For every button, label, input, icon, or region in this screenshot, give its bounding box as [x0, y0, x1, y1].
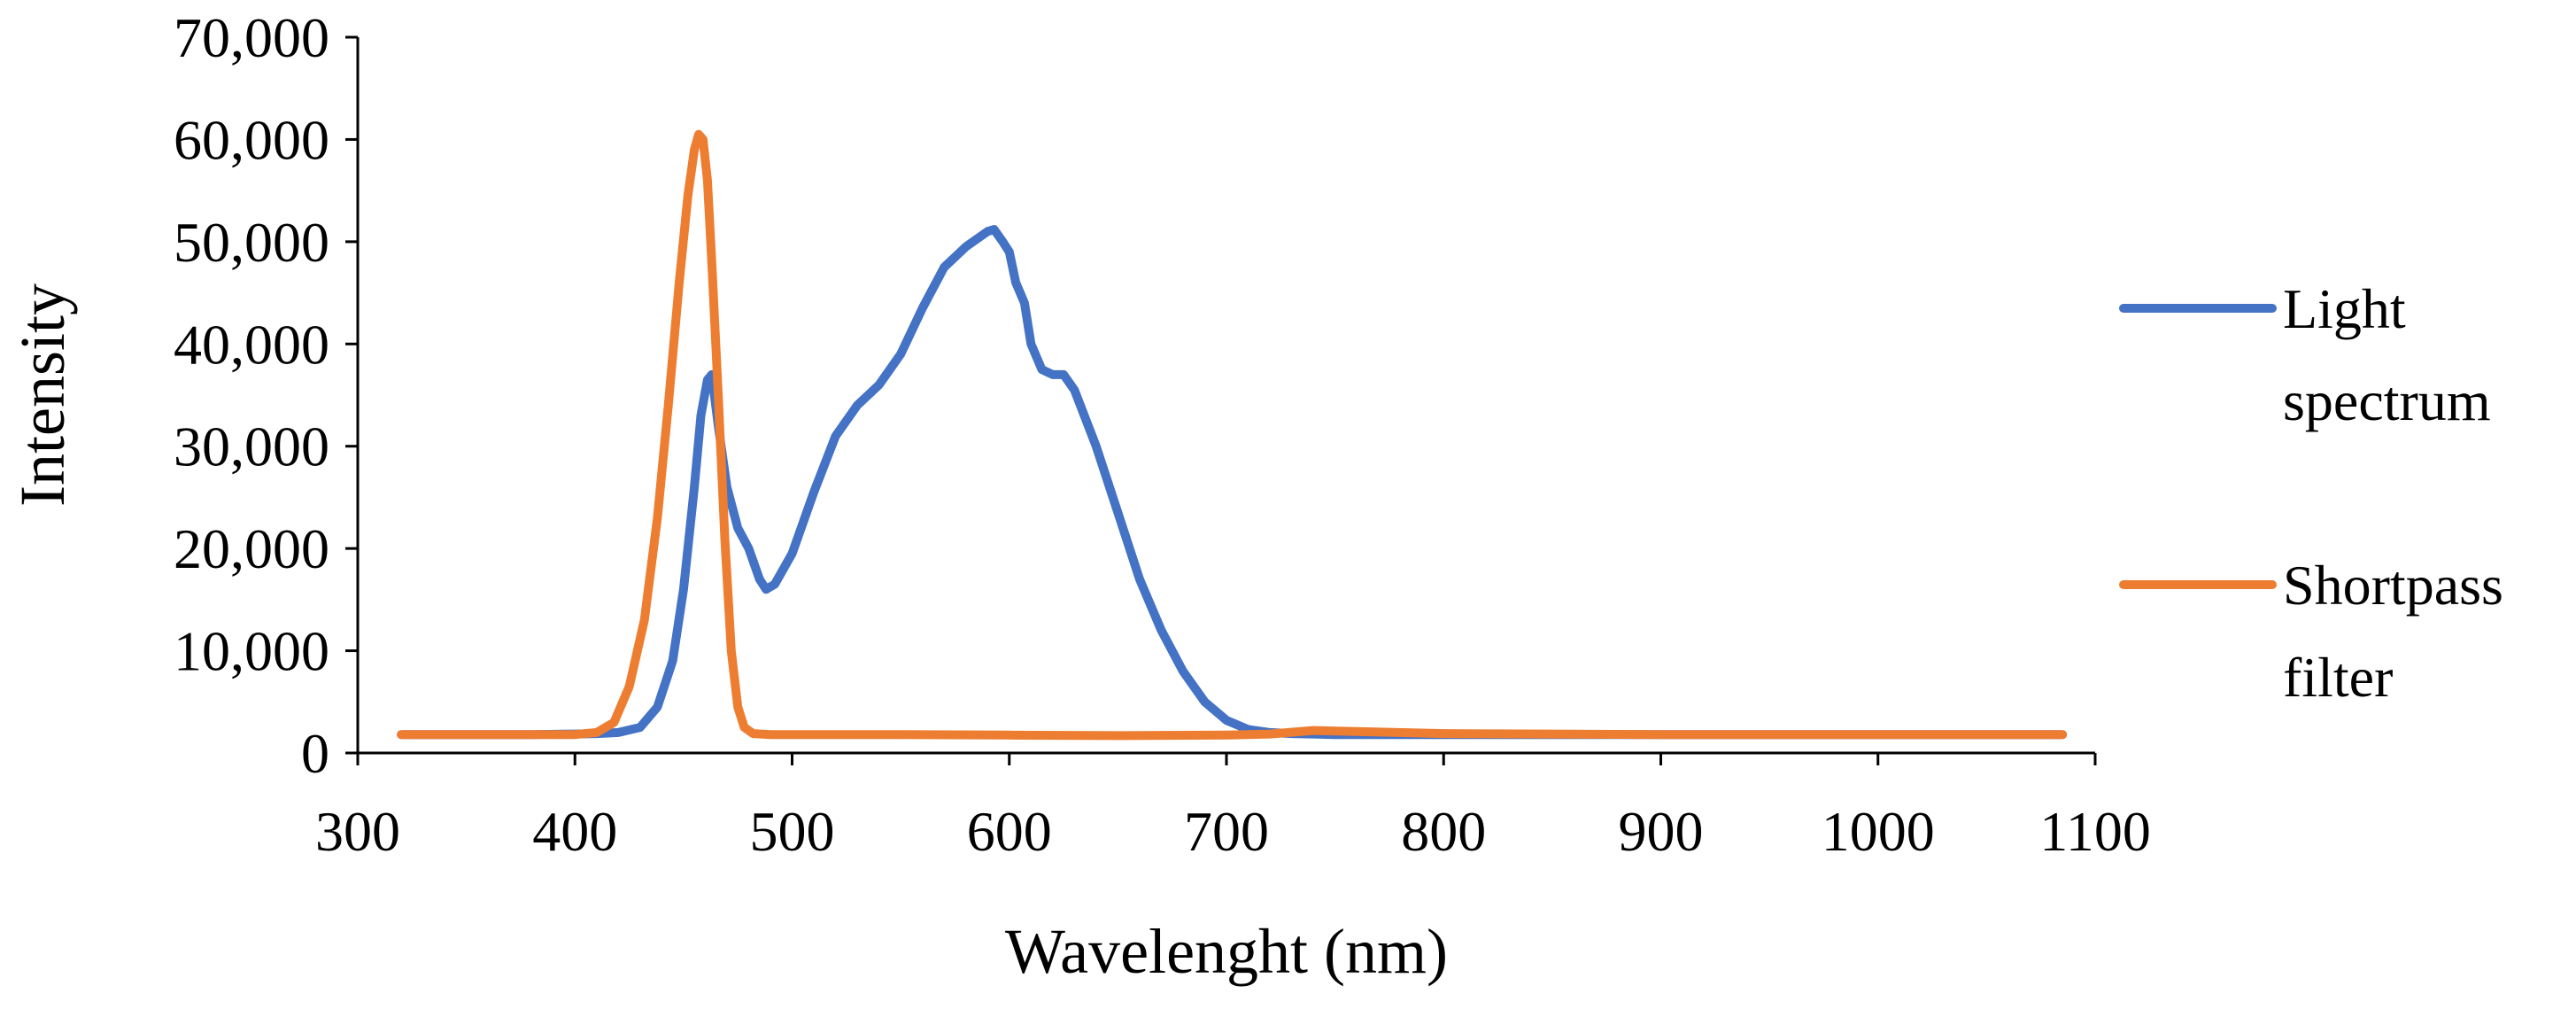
x-tick-label: 700 [1184, 800, 1269, 863]
y-tick-label: 70,000 [174, 6, 329, 69]
y-tick-label: 20,000 [174, 517, 329, 580]
y-tick-label: 10,000 [174, 620, 329, 683]
legend-label-light-spectrum: Light [2283, 277, 2406, 340]
x-tick-label: 600 [967, 800, 1052, 863]
x-axis-title: Wavelenght (nm) [1005, 916, 1448, 987]
legend: Light spectrum Shortpass filter [2119, 277, 2503, 709]
x-tick-label: 1000 [1822, 800, 1935, 863]
x-axis: 300 400 500 600 700 800 900 1000 1100 [315, 751, 2151, 863]
y-tick-group: 0 10,000 20,000 30,000 40,000 50,000 60,000 70,… [174, 6, 358, 785]
x-tick-label: 800 [1401, 800, 1486, 863]
y-tick-label: 40,000 [174, 313, 329, 376]
y-tick-label: 0 [301, 722, 329, 785]
y-axis: 0 10,000 20,000 30,000 40,000 50,000 60,000 70,… [174, 6, 360, 785]
x-tick-label: 900 [1619, 800, 1704, 863]
x-tick-label: 400 [532, 800, 617, 863]
x-tick-group: 300 400 500 600 700 800 900 1000 1100 [315, 753, 2151, 863]
series-line-light-spectrum [397, 225, 2068, 740]
x-tick-label: 500 [750, 800, 835, 863]
x-tick-label: 300 [315, 800, 400, 863]
y-tick-label: 60,000 [174, 108, 329, 171]
series-line-shortpass-filter [397, 129, 2068, 741]
y-tick-label: 50,000 [174, 211, 329, 274]
series-group [397, 129, 2068, 741]
y-tick-label: 30,000 [174, 415, 329, 478]
legend-label-light-spectrum: spectrum [2283, 369, 2491, 432]
y-axis-title: Intensity [7, 283, 78, 507]
x-tick-label: 1100 [2039, 800, 2151, 863]
legend-label-shortpass-filter: filter [2283, 646, 2393, 709]
legend-label-shortpass-filter: Shortpass [2283, 554, 2503, 617]
